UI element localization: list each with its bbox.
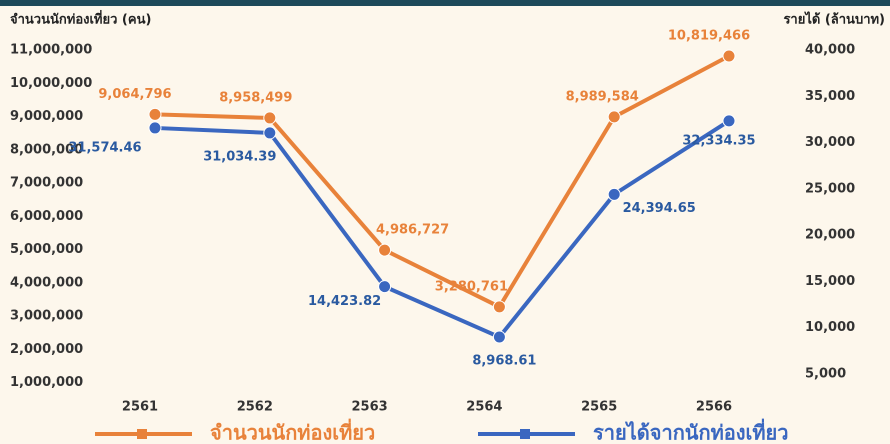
data-label: 9,064,796 (98, 87, 171, 102)
series-line (154, 119, 731, 340)
data-label: 8,968.61 (472, 354, 536, 369)
data-point (492, 330, 506, 344)
data-label: 14,423.82 (308, 294, 381, 309)
y-tick-label: 10,000,000 (10, 76, 92, 91)
y-tick-label: 5,000,000 (10, 242, 83, 257)
data-point (492, 300, 506, 314)
y2-tick-label: 10,000 (805, 320, 855, 335)
data-point (148, 107, 162, 121)
legend-marker (520, 429, 530, 439)
data-point (148, 121, 162, 135)
legend-label: จำนวนนักท่องเที่ยว (210, 418, 375, 444)
y-tick-label: 6,000,000 (10, 209, 83, 224)
y-tick-label: 9,000,000 (10, 109, 83, 124)
y-axis-title: จำนวนนักท่องเที่ยว (คน) (10, 10, 151, 28)
y2-tick-label: 5,000 (805, 366, 846, 381)
x-tick-label: 2563 (352, 400, 388, 415)
data-point (378, 280, 392, 294)
data-point (722, 114, 736, 128)
series-line (154, 54, 730, 310)
data-label: 4,986,727 (376, 223, 449, 238)
data-point (378, 243, 392, 257)
y-tick-label: 8,000,000 (10, 142, 83, 157)
y2-tick-label: 15,000 (805, 274, 855, 289)
data-label: 31,034.39 (203, 149, 276, 164)
data-label: 10,819,466 (668, 29, 750, 44)
y2-tick-label: 30,000 (805, 135, 855, 150)
data-point (263, 111, 277, 125)
top-strip (0, 0, 890, 6)
x-tick-label: 2562 (237, 400, 273, 415)
x-tick-label: 2564 (466, 400, 502, 415)
y-tick-label: 7,000,000 (10, 176, 83, 191)
y2-tick-label: 35,000 (805, 89, 855, 104)
data-label: 8,958,499 (219, 90, 292, 105)
x-tick-label: 2561 (122, 400, 158, 415)
y-tick-label: 1,000,000 (10, 375, 83, 390)
data-point (607, 110, 621, 124)
y2-tick-label: 20,000 (805, 228, 855, 243)
y2-tick-label: 25,000 (805, 181, 855, 196)
data-point (263, 126, 277, 140)
y-tick-label: 11,000,000 (10, 43, 92, 58)
y-tick-label: 2,000,000 (10, 342, 83, 357)
x-tick-label: 2565 (581, 400, 617, 415)
data-point (722, 49, 736, 63)
y-tick-label: 4,000,000 (10, 275, 83, 290)
legend-marker (137, 429, 147, 439)
y2-tick-label: 40,000 (805, 43, 855, 58)
x-tick-label: 2566 (696, 400, 732, 415)
data-label: 3,280,761 (435, 279, 508, 294)
legend-label: รายได้จากนักท่องเที่ยว (593, 418, 789, 444)
data-label: 32,334.35 (682, 133, 755, 148)
y-tick-label: 3,000,000 (10, 309, 83, 324)
data-point (607, 187, 621, 201)
y2-axis-title: รายได้ (ล้านบาท) (783, 11, 885, 28)
data-label: 8,989,584 (566, 89, 639, 104)
data-label: 24,394.65 (623, 201, 696, 216)
data-label: 31,574.46 (68, 140, 141, 155)
